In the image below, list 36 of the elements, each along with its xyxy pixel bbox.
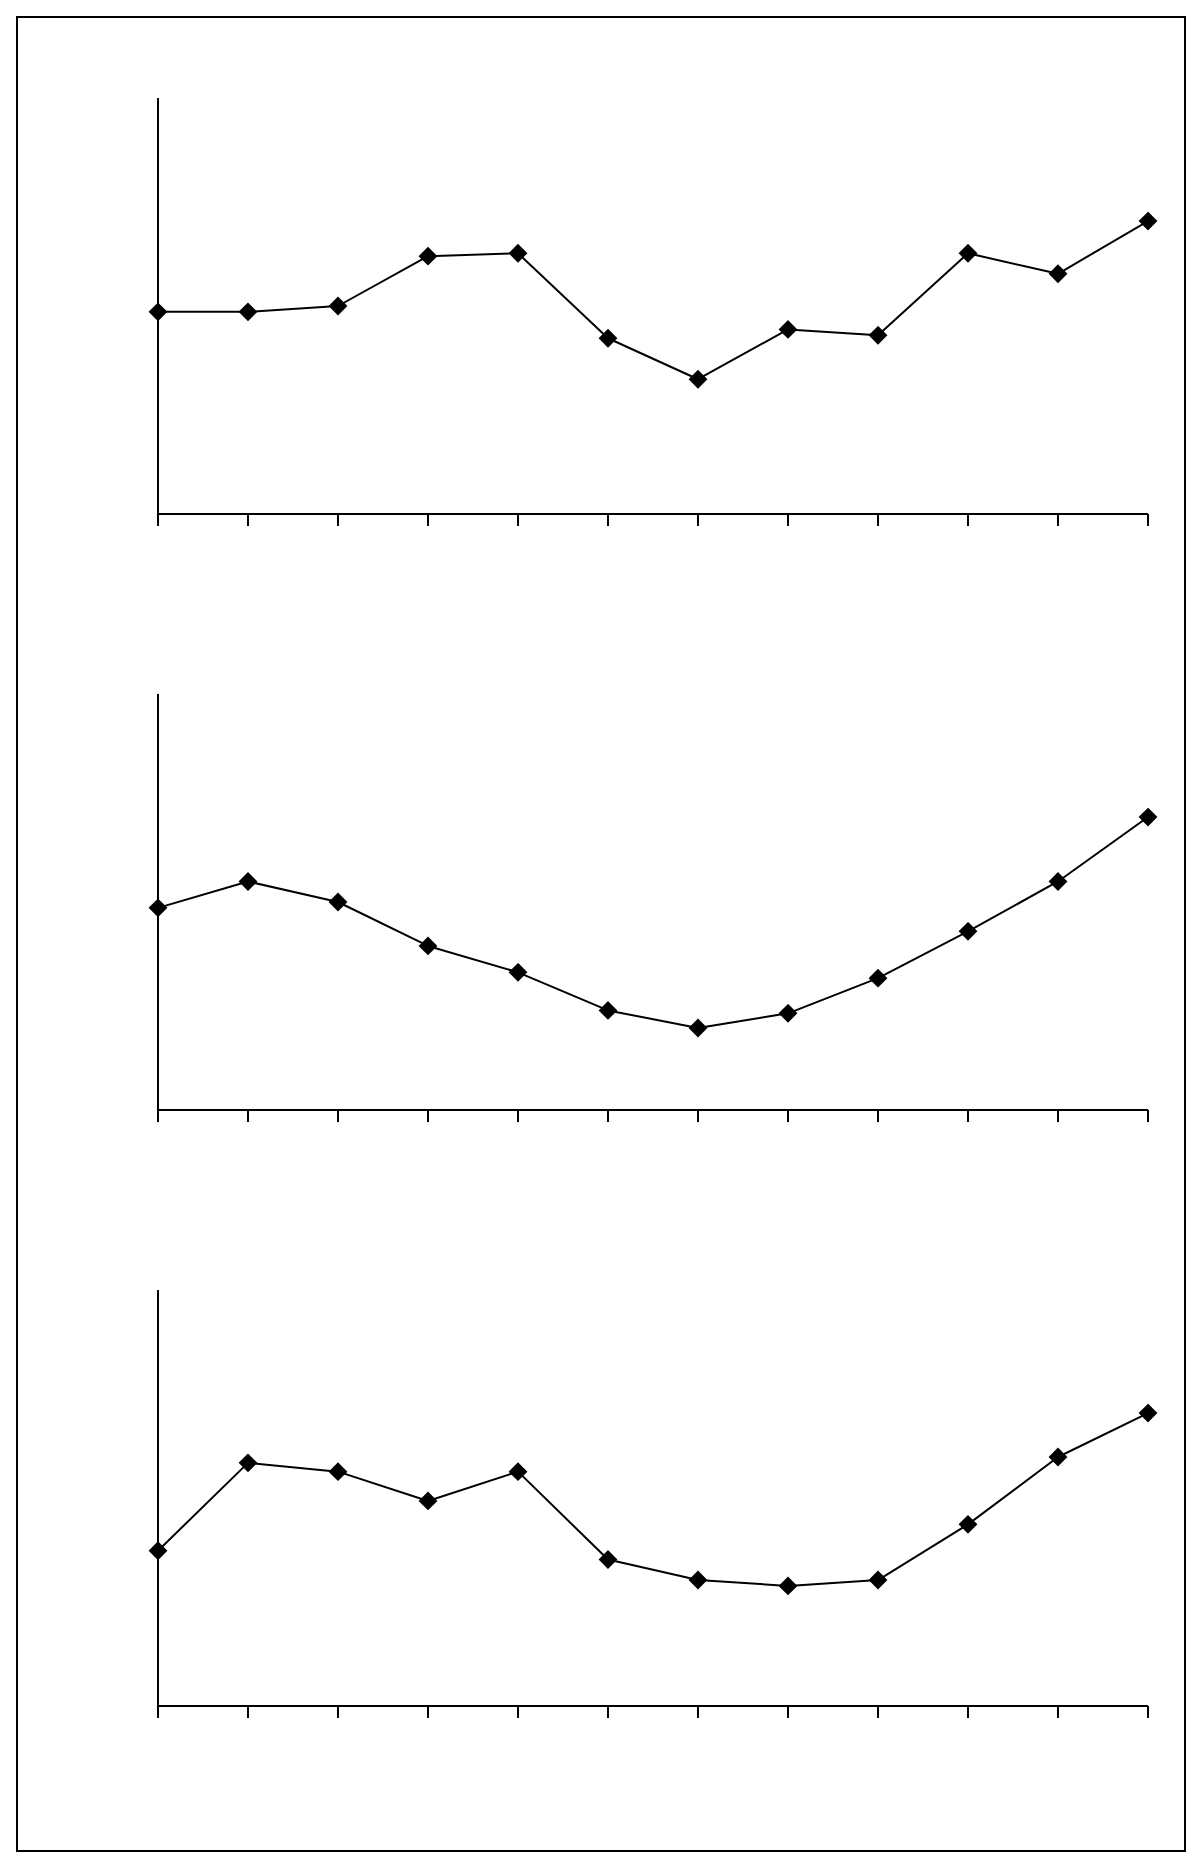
point: [689, 370, 707, 389]
point: [869, 1571, 887, 1590]
point: [509, 1462, 527, 1481]
point: [1139, 212, 1157, 231]
point: [959, 244, 977, 263]
point: [1049, 264, 1067, 283]
point: [689, 1571, 707, 1590]
point: [689, 1018, 707, 1037]
point: [149, 1541, 167, 1560]
point: [599, 1001, 617, 1020]
point: [599, 1550, 617, 1569]
point: [149, 302, 167, 321]
point: [329, 893, 347, 911]
point: [869, 969, 887, 988]
point: [419, 247, 437, 266]
point: [779, 320, 797, 339]
point: [959, 1515, 977, 1534]
point: [1139, 1404, 1157, 1423]
point: [869, 326, 887, 345]
point: [1049, 1447, 1067, 1466]
point: [509, 244, 527, 263]
point: [419, 1491, 437, 1510]
point: [509, 963, 527, 982]
point: [1049, 872, 1067, 891]
point: [329, 1462, 347, 1481]
point: [779, 1004, 797, 1023]
point: [959, 922, 977, 941]
point: [779, 1576, 797, 1595]
point: [419, 936, 437, 955]
point: [1139, 808, 1157, 827]
point: [239, 302, 257, 321]
point: [239, 1453, 257, 1472]
point: [239, 872, 257, 891]
point: [599, 329, 617, 348]
point: [329, 297, 347, 315]
point: [149, 898, 167, 917]
